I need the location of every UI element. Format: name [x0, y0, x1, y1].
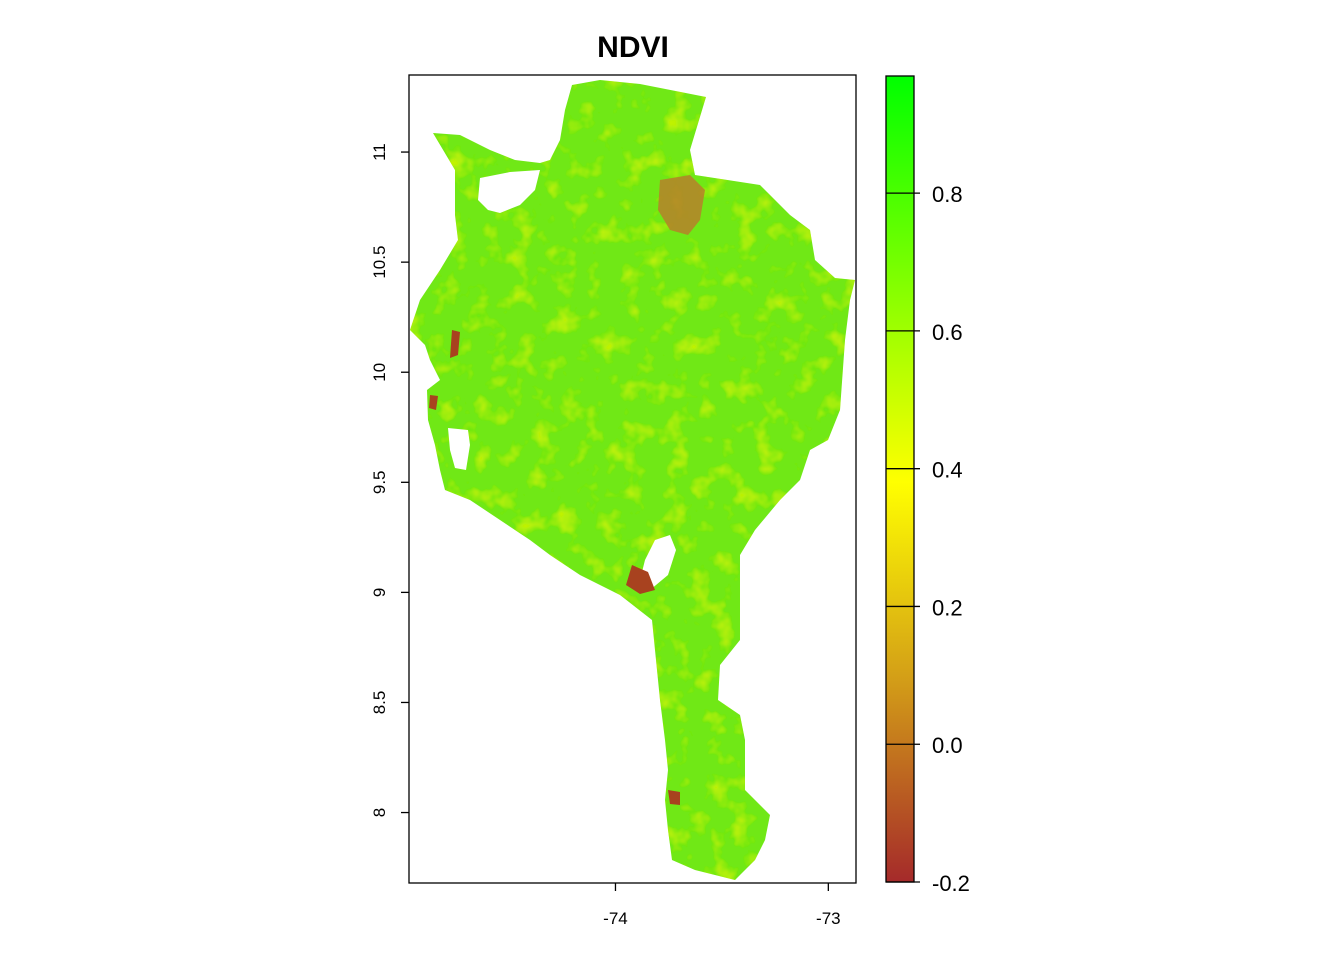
color-legend: -0.2 0.0 0.2 0.4 0.6 0.8: [885, 75, 970, 896]
legend-color-bar: [885, 75, 915, 883]
x-tick-label: -74: [603, 909, 628, 928]
legend-ticks: -0.2 0.0 0.2 0.4 0.6 0.8: [886, 182, 970, 896]
y-tick-label: 8: [370, 808, 389, 817]
legend-tick-label: 0.2: [932, 595, 963, 620]
no-data-patch-west: [448, 428, 470, 470]
no-data-lake-north: [478, 170, 540, 213]
x-axis: -74 -73: [603, 883, 841, 928]
legend-tick-label: 0.6: [932, 320, 963, 345]
y-tick-label: 11: [370, 143, 389, 161]
y-tick-label: 10: [370, 363, 389, 382]
low-ndvi-coast-2: [429, 395, 438, 410]
y-tick-label: 10.5: [370, 246, 389, 279]
legend-tick-label: -0.2: [932, 871, 970, 896]
legend-tick-label: 0.8: [932, 182, 963, 207]
y-tick-label: 9: [370, 588, 389, 597]
land-area: [410, 80, 855, 880]
y-tick-label: 8.5: [370, 691, 389, 715]
plot-frame: [408, 74, 857, 884]
y-axis: 8 8.5 9 9.5 10 10.5 11: [370, 143, 409, 817]
x-tick-label: -73: [816, 909, 841, 928]
no-data-patch-southeast: [742, 710, 758, 735]
y-tick-label: 9.5: [370, 470, 389, 494]
low-ndvi-mountain: [658, 175, 705, 235]
legend-tick-label: 0.4: [932, 458, 963, 483]
low-ndvi-south: [668, 790, 680, 805]
low-ndvi-coast-1: [450, 330, 460, 358]
map-title: NDVI: [597, 31, 669, 64]
ndvi-raster: [410, 80, 855, 880]
legend-tick-label: 0.0: [932, 733, 963, 758]
low-ndvi-marsh: [626, 565, 655, 594]
